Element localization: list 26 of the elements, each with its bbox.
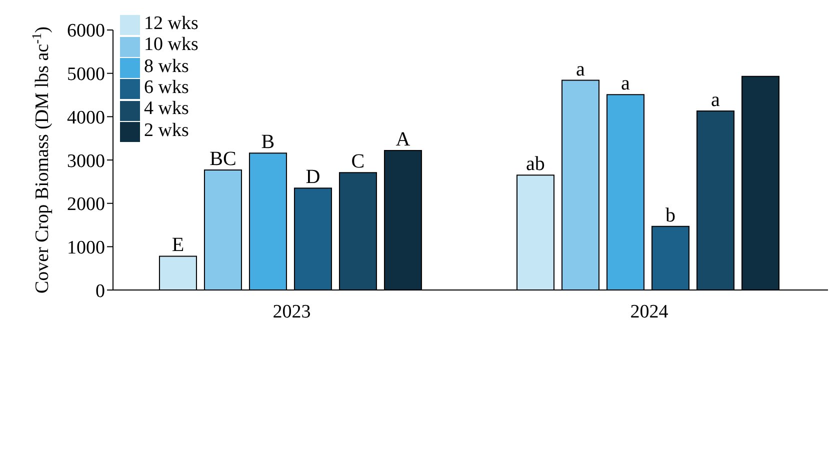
data-label: a bbox=[711, 89, 720, 112]
legend-label: 8 wks bbox=[144, 56, 189, 77]
data-label: b bbox=[665, 204, 676, 226]
y-tick-label: 0 bbox=[96, 280, 105, 302]
x-tick-label: 2024 bbox=[630, 302, 669, 323]
x-tick-label: 2023 bbox=[272, 302, 311, 323]
data-label: a bbox=[576, 58, 586, 80]
legend-label: 2 wks bbox=[144, 120, 189, 141]
legend-label: 12 wks bbox=[144, 13, 198, 34]
data-label: A bbox=[396, 128, 411, 150]
y-tick-label: 1000 bbox=[67, 237, 105, 258]
legend-label: 4 wks bbox=[144, 98, 189, 120]
y-tick-label: 6000 bbox=[67, 20, 105, 42]
y-tick-label: 2000 bbox=[67, 194, 105, 216]
data-label: D bbox=[306, 166, 320, 188]
legend-label: 6 wks bbox=[144, 76, 189, 98]
y-tick-label: 4000 bbox=[67, 107, 105, 128]
data-label: a bbox=[621, 72, 630, 95]
data-label: E bbox=[172, 234, 184, 256]
data-label: ab bbox=[526, 153, 545, 176]
legend-label: 10 wks bbox=[144, 34, 198, 56]
y-tick-label: 5000 bbox=[67, 64, 105, 86]
data-label: C bbox=[351, 150, 365, 173]
y-tick-label: 3000 bbox=[67, 150, 105, 172]
data-label: B bbox=[261, 131, 275, 154]
data-label: BC bbox=[210, 148, 236, 170]
